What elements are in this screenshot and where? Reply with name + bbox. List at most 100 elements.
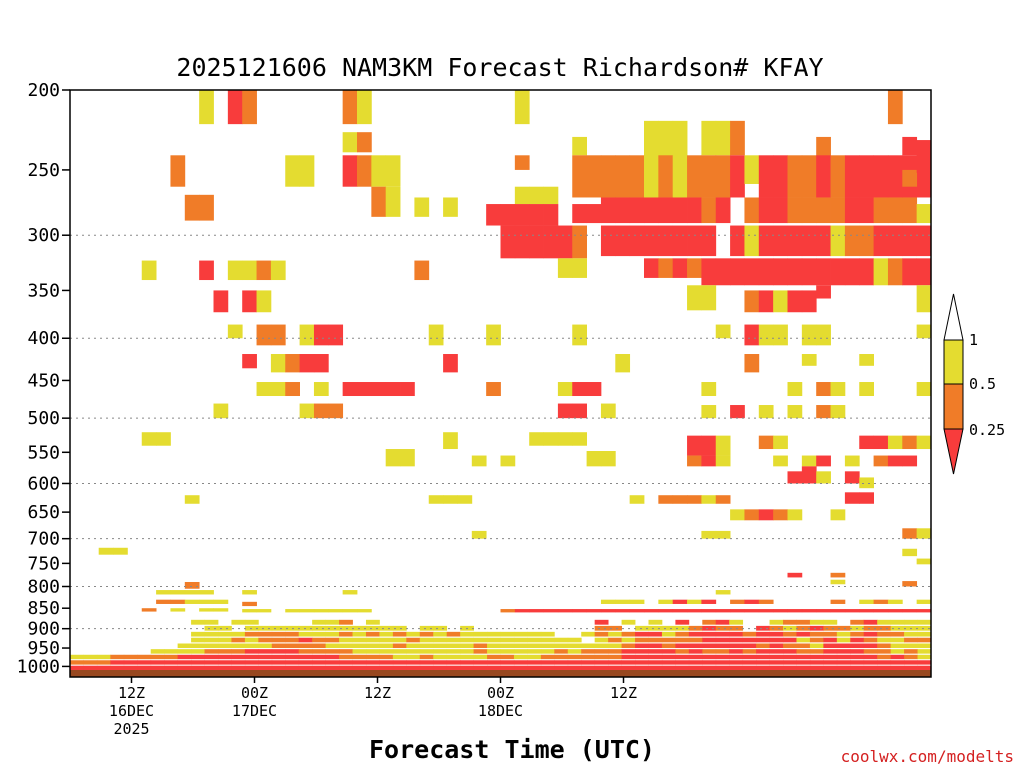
ri-band-cell xyxy=(877,660,892,665)
ri-cell xyxy=(758,197,774,224)
ri-band-cell xyxy=(379,625,394,631)
ri-cell xyxy=(715,120,731,156)
ri-band-cell xyxy=(325,637,340,643)
ri-cell xyxy=(787,509,803,521)
ri-cell xyxy=(859,225,874,257)
ri-cell xyxy=(486,382,501,397)
ri-band-cell xyxy=(433,654,448,660)
ri-band-cell xyxy=(217,665,232,670)
ri-band-cell xyxy=(204,643,219,649)
ri-cell xyxy=(242,601,257,607)
ri-cell xyxy=(443,197,458,217)
ri-band-cell xyxy=(594,619,609,625)
ri-cell xyxy=(830,609,846,613)
ri-band-cell xyxy=(96,660,111,665)
ri-cell xyxy=(916,324,932,339)
ri-cell xyxy=(457,495,473,504)
ri-band-cell xyxy=(487,665,501,670)
ri-cell xyxy=(357,90,372,125)
ri-band-cell xyxy=(715,625,730,631)
ri-band-cell xyxy=(258,649,273,654)
ri-band-cell xyxy=(917,665,932,670)
ri-cell xyxy=(830,197,846,224)
ri-band-cell xyxy=(298,665,313,670)
ri-cell xyxy=(887,155,903,198)
ri-cell xyxy=(873,225,889,257)
ri-band-cell xyxy=(688,654,703,660)
ri-cell xyxy=(170,599,186,604)
ri-band-cell xyxy=(244,665,259,670)
ri-band-cell xyxy=(217,637,232,643)
ri-cell xyxy=(199,599,214,604)
ri-band-cell xyxy=(850,643,865,649)
y-tick-label: 650 xyxy=(27,502,60,523)
ri-band-cell xyxy=(661,654,676,660)
ri-band-cell xyxy=(621,643,636,649)
ri-cell xyxy=(916,599,932,604)
ri-band-cell xyxy=(608,649,622,654)
ri-cell xyxy=(730,155,745,198)
ri-cell xyxy=(744,324,760,346)
ri-band-cell xyxy=(231,665,246,670)
ri-band-cell xyxy=(392,625,407,631)
ri-band-cell xyxy=(365,631,380,637)
ri-band-cell xyxy=(675,660,690,665)
ri-cell xyxy=(859,155,874,198)
ri-band-cell xyxy=(917,631,932,637)
ri-cell xyxy=(844,455,860,467)
ri-band-cell xyxy=(352,665,367,670)
y-tick-label: 900 xyxy=(27,619,60,640)
legend-label: 1 xyxy=(969,331,978,349)
ri-band-cell xyxy=(123,665,138,670)
ri-cell xyxy=(887,197,903,224)
ri-band-cell xyxy=(756,643,770,649)
ri-cell xyxy=(615,197,631,224)
ri-cell xyxy=(787,225,803,257)
legend-label: 0.25 xyxy=(969,421,1005,439)
ri-band-cell xyxy=(809,665,824,670)
ri-band-cell xyxy=(917,643,932,649)
ri-band-cell xyxy=(110,654,125,660)
ri-band-cell xyxy=(312,625,327,631)
ri-cell xyxy=(328,403,344,419)
ri-band-cell xyxy=(877,637,892,643)
ri-band-cell xyxy=(271,654,286,660)
ri-cell xyxy=(859,609,874,613)
ri-band-cell xyxy=(191,643,205,649)
ri-band-cell xyxy=(635,660,649,665)
ri-band-cell xyxy=(325,654,340,660)
ri-cell xyxy=(730,509,745,521)
ri-band-cell xyxy=(729,619,744,625)
ri-cell xyxy=(701,120,717,156)
ri-cell xyxy=(270,324,286,346)
ri-cell xyxy=(514,204,530,226)
ri-cell xyxy=(156,432,171,446)
ri-band-cell xyxy=(406,665,421,670)
ri-band-cell xyxy=(244,654,259,660)
ri-band-cell xyxy=(433,625,448,631)
ri-band-cell xyxy=(594,654,609,660)
ri-band-cell xyxy=(635,654,649,660)
ri-band-cell xyxy=(352,660,367,665)
ri-cell xyxy=(313,609,329,613)
ri-cell xyxy=(572,324,587,346)
ri-cell xyxy=(859,477,874,489)
ri-band-cell xyxy=(621,637,636,643)
ri-band-cell xyxy=(635,637,649,643)
ri-band-cell xyxy=(809,637,824,643)
ri-cell xyxy=(715,455,731,467)
ri-cell xyxy=(830,572,846,578)
ri-band-cell xyxy=(729,631,744,637)
ri-band-cell xyxy=(608,660,622,665)
ri-band-cell xyxy=(217,654,232,660)
ri-cell xyxy=(557,258,573,278)
ri-band-cell xyxy=(608,625,622,631)
ri-cell xyxy=(801,197,817,224)
ri-band-cell xyxy=(244,643,259,649)
ri-band-cell xyxy=(715,660,730,665)
ri-cell xyxy=(299,324,315,346)
ri-cell xyxy=(156,590,171,595)
ri-band-cell xyxy=(608,643,622,649)
ri-band-cell xyxy=(742,637,757,643)
